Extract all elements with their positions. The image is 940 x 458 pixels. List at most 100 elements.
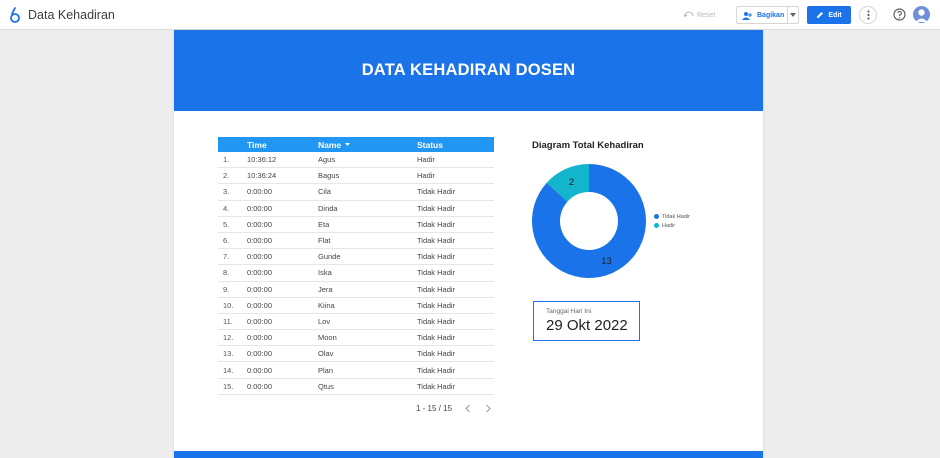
time-cell: 0:00:00 — [247, 333, 273, 343]
attendance-donut-chart[interactable]: 13 2 — [530, 162, 648, 280]
scorecard-value: 29 Okt 2022 — [546, 317, 628, 334]
reset-button[interactable]: Reset — [684, 8, 728, 22]
name-cell: Jera — [318, 284, 333, 294]
table-row[interactable]: 5. 0:00:00 Eta Tidak Hadir — [218, 217, 494, 233]
row-index: 13. — [223, 349, 234, 359]
table-row[interactable]: 10. 0:00:00 Kiina Tidak Hadir — [218, 298, 494, 314]
help-icon[interactable] — [893, 8, 906, 21]
edit-label: Edit — [828, 11, 842, 19]
name-cell: Olav — [318, 349, 334, 359]
status-cell: Tidak Hadir — [417, 381, 456, 391]
column-header-name-label: Name — [318, 139, 342, 150]
time-cell: 10:36:24 — [247, 171, 277, 181]
legend-item[interactable]: Hadir — [654, 221, 690, 230]
legend-item[interactable]: Tidak Hadir — [654, 212, 690, 221]
status-cell: Tidak Hadir — [417, 219, 456, 229]
name-cell: Qtus — [318, 381, 334, 391]
donut-data-label: 2 — [569, 177, 574, 188]
row-index: 4. — [223, 203, 230, 213]
row-index: 3. — [223, 187, 230, 197]
more-options-button[interactable] — [859, 6, 877, 24]
reset-label: Reset — [697, 11, 716, 19]
header-banner: DATA KEHADIRAN DOSEN — [174, 30, 763, 111]
name-cell: Kiina — [318, 300, 335, 310]
table-row[interactable]: 9. 0:00:00 Jera Tidak Hadir — [218, 282, 494, 298]
table-row[interactable]: 2. 10:36:24 Bagus Hadir — [218, 168, 494, 185]
add-person-icon — [742, 11, 752, 20]
column-header-name[interactable]: Name — [318, 140, 417, 150]
time-cell: 0:00:00 — [247, 252, 273, 262]
time-cell: 0:00:00 — [247, 268, 273, 278]
table-row[interactable]: 3. 0:00:00 Cila Tidak Hadir — [218, 184, 494, 201]
chevron-down-icon — [790, 13, 797, 17]
share-options-button[interactable] — [788, 13, 798, 17]
table-header: Time Name Status — [218, 137, 494, 152]
status-cell: Tidak Hadir — [417, 236, 456, 246]
legend-label: Hadir — [662, 222, 676, 229]
table-row[interactable]: 1. 10:36:12 Agus Hadir — [218, 152, 494, 169]
pencil-icon — [817, 12, 824, 18]
name-cell: Flat — [318, 236, 331, 246]
report-title: DATA KEHADIRAN DOSEN — [361, 61, 576, 79]
name-cell: Bagus — [318, 171, 340, 181]
time-cell: 0:00:00 — [247, 203, 273, 213]
time-cell: 10:36:12 — [247, 155, 277, 165]
edit-button[interactable]: Edit — [807, 6, 851, 24]
footer-band — [174, 451, 763, 458]
status-cell: Tidak Hadir — [417, 365, 456, 375]
reset-icon — [684, 11, 694, 18]
row-index: 7. — [223, 252, 230, 262]
pagination-label: 1 - 15 / 15 — [416, 404, 453, 413]
column-header-status[interactable]: Status — [417, 139, 443, 150]
time-cell: 0:00:00 — [247, 365, 273, 375]
name-cell: Moon — [318, 333, 337, 343]
report-page: DATA KEHADIRAN DOSEN Time Name Status 1.… — [174, 30, 763, 458]
status-cell: Tidak Hadir — [417, 349, 456, 359]
chart-legend: Tidak Hadir Hadir — [654, 212, 690, 230]
table-row[interactable]: 7. 0:00:00 Gunde Tidak Hadir — [218, 249, 494, 266]
row-index: 8. — [223, 268, 230, 278]
row-index: 12. — [223, 333, 234, 343]
table-body: 1. 10:36:12 Agus Hadir 2. 10:36:24 Bagus Hadir 3… — [218, 152, 494, 395]
table-row[interactable]: 8. 0:00:00 Iska Tidak Hadir — [218, 265, 494, 282]
row-index: 15. — [223, 381, 234, 391]
status-cell: Tidak Hadir — [417, 284, 456, 294]
donut-slice-tidak-hadir[interactable] — [532, 164, 646, 278]
table-row[interactable]: 11. 0:00:00 Lov Tidak Hadir — [218, 314, 494, 331]
status-cell: Tidak Hadir — [417, 300, 456, 310]
donut-slice-hadir[interactable] — [546, 164, 589, 202]
name-cell: Iska — [318, 268, 332, 278]
top-bar: Data Kehadiran Reset Bagikan Edit — [0, 0, 940, 30]
status-cell: Hadir — [417, 155, 435, 165]
avatar[interactable] — [913, 6, 930, 23]
time-cell: 0:00:00 — [247, 284, 273, 294]
name-cell: Agus — [318, 155, 336, 165]
table-row[interactable]: 14. 0:00:00 Plan Tidak Hadir — [218, 362, 494, 379]
row-index: 14. — [223, 365, 234, 375]
legend-swatch — [654, 223, 659, 228]
row-index: 10. — [223, 300, 234, 310]
previous-page-icon[interactable] — [464, 404, 472, 413]
table-row[interactable]: 4. 0:00:00 Dinda Tidak Hadir — [218, 201, 494, 217]
name-cell: Lov — [318, 316, 331, 326]
time-cell: 0:00:00 — [247, 187, 273, 197]
sort-arrow-icon — [345, 143, 351, 146]
table-row[interactable]: 12. 0:00:00 Moon Tidak Hadir — [218, 330, 494, 347]
status-cell: Tidak Hadir — [417, 252, 456, 262]
share-button-group: Bagikan — [736, 6, 799, 24]
table-row[interactable]: 13. 0:00:00 Olav Tidak Hadir — [218, 346, 494, 363]
table-row[interactable]: 15. 0:00:00 Qtus Tidak Hadir — [218, 379, 494, 395]
legend-swatch — [654, 214, 659, 219]
next-page-icon[interactable] — [484, 404, 492, 413]
status-cell: Tidak Hadir — [417, 333, 456, 343]
status-cell: Tidak Hadir — [417, 187, 456, 197]
share-button[interactable]: Bagikan — [737, 7, 789, 23]
scorecard-label: Tanggal Hari Ini — [546, 308, 592, 315]
name-cell: Eta — [318, 219, 330, 229]
name-cell: Plan — [318, 365, 334, 375]
status-cell: Hadir — [417, 171, 435, 181]
time-cell: 0:00:00 — [247, 300, 273, 310]
share-label: Bagikan — [757, 11, 785, 19]
table-row[interactable]: 6. 0:00:00 Flat Tidak Hadir — [218, 233, 494, 250]
column-header-time[interactable]: Time — [247, 139, 267, 150]
